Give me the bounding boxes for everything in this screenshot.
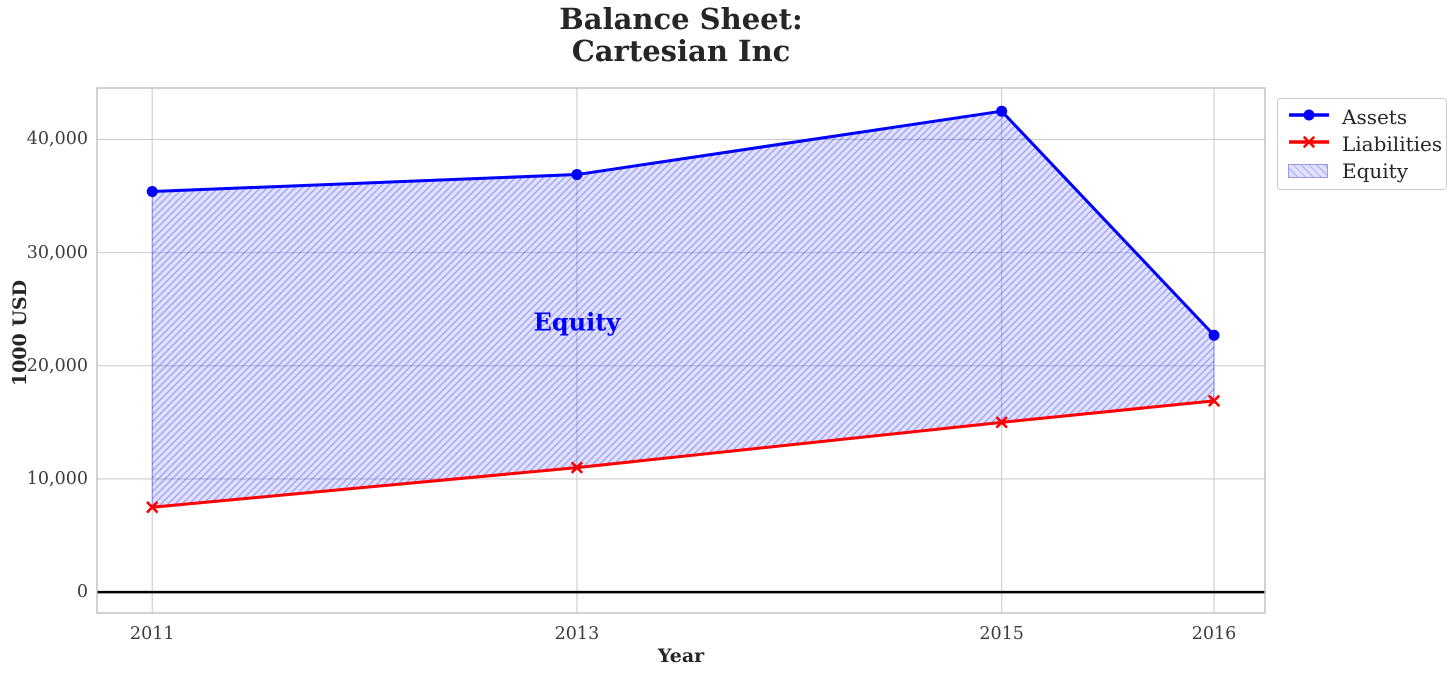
x-tick-label: 2011 <box>129 624 175 644</box>
chart-title-line2: Cartesian Inc <box>571 34 791 68</box>
y-tick-label: 10,000 <box>26 468 88 489</box>
legend-item-liabilities: Liabilities <box>1288 132 1442 156</box>
legend: Assets Liabilities Equity <box>1277 98 1447 190</box>
chart-title: Balance Sheet: Cartesian Inc <box>97 3 1265 67</box>
plot-frame <box>96 87 1266 614</box>
marker-liabilities <box>571 461 583 474</box>
marker-assets <box>996 105 1008 117</box>
legend-swatch-equity-icon <box>1288 163 1330 178</box>
legend-label: Assets <box>1342 105 1408 130</box>
series-line-assets <box>150 109 1216 337</box>
x-axis-label: Year <box>657 645 705 667</box>
x-tick-label: 2015 <box>979 624 1024 644</box>
legend-swatch-assets-icon <box>1288 107 1330 127</box>
legend-swatch-liabilities-icon <box>1288 134 1330 154</box>
marker-liabilities <box>995 416 1008 429</box>
x-tick-label: 2016 <box>1191 624 1237 644</box>
y-tick-label: 30,000 <box>26 242 88 263</box>
series-line-liabilities <box>150 399 1216 509</box>
legend-item-assets: Assets <box>1288 105 1436 129</box>
legend-label: Liabilities <box>1342 131 1443 156</box>
y-tick-label: 40,000 <box>26 129 88 150</box>
y-axis-label: 1000 USD <box>9 279 31 387</box>
marker-liabilities <box>1208 395 1220 407</box>
equity-annotation: Equity <box>533 307 621 337</box>
y-tick-label: 20,000 <box>26 355 88 376</box>
marker-assets <box>146 186 158 198</box>
y-tick-label: 0 <box>76 582 88 603</box>
chart-title-line1: Balance Sheet: <box>559 2 803 36</box>
equity-fill-area <box>151 110 1215 508</box>
marker-liabilities <box>146 501 159 514</box>
marker-assets <box>1208 329 1220 341</box>
legend-label: Equity <box>1342 158 1409 183</box>
marker-assets <box>571 169 583 181</box>
legend-item-equity: Equity <box>1288 159 1436 183</box>
x-tick-label: 2013 <box>554 624 600 644</box>
